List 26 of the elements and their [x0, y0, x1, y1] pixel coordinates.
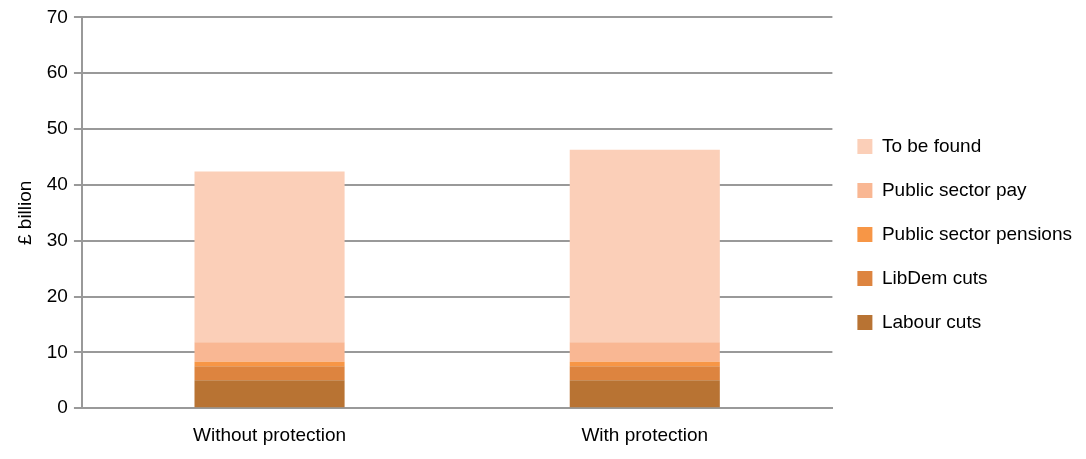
bar: [194, 342, 345, 362]
bar: [569, 149, 720, 343]
x-tick-label: With protection: [581, 423, 709, 445]
bar: [194, 366, 345, 381]
bar: [569, 342, 720, 362]
legend-label: Public sector pensions: [881, 222, 1073, 244]
legend-label: To be found: [881, 134, 982, 156]
y-tick-label: 50: [46, 117, 68, 139]
bar: [194, 171, 345, 343]
legend-label: Public sector pay: [881, 178, 1028, 200]
y-tick-label: 40: [46, 173, 68, 195]
bar: [194, 361, 345, 367]
y-tick-label: 10: [46, 340, 68, 362]
y-tick-label: 20: [46, 284, 68, 306]
y-tick-label: 30: [46, 228, 68, 250]
legend-label: LibDem cuts: [881, 266, 988, 288]
x-tick-label: Without protection: [192, 423, 347, 445]
bar: [194, 380, 345, 408]
y-tick-label: 60: [46, 61, 68, 83]
bar: [569, 361, 720, 367]
y-tick-label: 0: [57, 396, 68, 418]
bar: [569, 366, 720, 381]
y-tick-label: 70: [46, 5, 68, 27]
legend-label: Labour cuts: [881, 310, 982, 332]
bar: [569, 380, 720, 408]
y-axis-title: £ billion: [13, 180, 35, 246]
